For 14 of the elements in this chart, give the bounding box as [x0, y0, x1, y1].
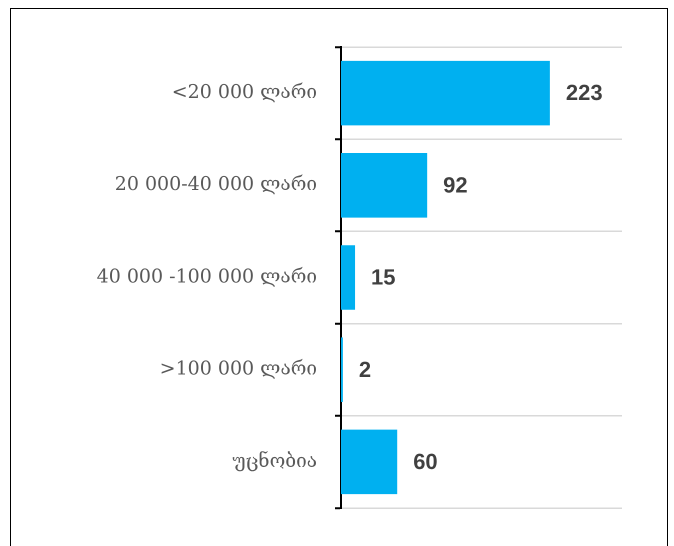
data-label: 223: [566, 80, 603, 106]
y-tick-label: 40 000 -100 000 ლარი: [96, 265, 317, 288]
y-tick-label: უცნობია: [232, 450, 317, 472]
bar: [341, 430, 398, 494]
bar: [341, 245, 356, 310]
data-label: 2: [358, 356, 372, 382]
bar: [341, 153, 428, 218]
data-label: 92: [443, 172, 468, 198]
y-tick-label: <20 000 ლარი: [172, 81, 317, 104]
data-label: 60: [413, 448, 438, 474]
y-tick-label: >100 000 ლარი: [160, 358, 317, 380]
data-label: 15: [371, 264, 396, 290]
bar: [341, 60, 550, 126]
y-tick-label: 20 000-40 000 ლარი: [114, 173, 317, 196]
